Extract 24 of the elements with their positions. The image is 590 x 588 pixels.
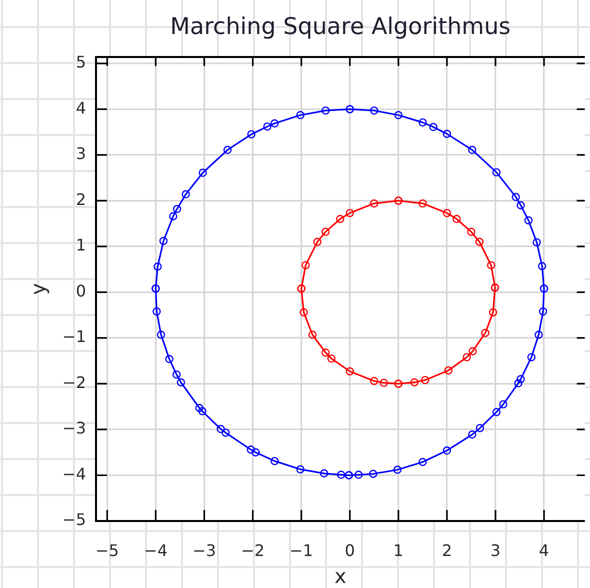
y-tick-label: 1 [76, 236, 86, 255]
x-axis-title: x [334, 564, 346, 588]
x-tick-label: −1 [290, 540, 314, 560]
y-axis-title: y [26, 282, 50, 295]
y-tick-label: −2 [62, 372, 86, 392]
x-tick-label: 4 [538, 540, 550, 560]
y-tick-label: 0 [76, 281, 86, 300]
y-tick-label: −4 [62, 464, 86, 484]
x-tick-label: 2 [442, 540, 452, 560]
x-tick-label: 3 [490, 540, 501, 560]
y-tick-label: −3 [62, 418, 86, 438]
x-tick-label: −3 [192, 540, 216, 560]
chart-title: Marching Square Algorithmus [170, 14, 511, 40]
x-tick-label: −5 [95, 540, 119, 560]
x-tick-label: 1 [393, 540, 404, 560]
y-tick-label: 3 [76, 144, 86, 164]
y-tick-label: 2 [76, 190, 86, 209]
y-tick-label: 4 [76, 98, 86, 118]
x-tick-label: 0 [344, 540, 355, 560]
y-tick-label: −5 [62, 510, 86, 530]
y-tick-label: −1 [62, 327, 86, 346]
y-tick-label: 5 [76, 52, 86, 72]
x-tick-label: −4 [144, 540, 168, 560]
x-tick-label: −2 [240, 540, 265, 560]
